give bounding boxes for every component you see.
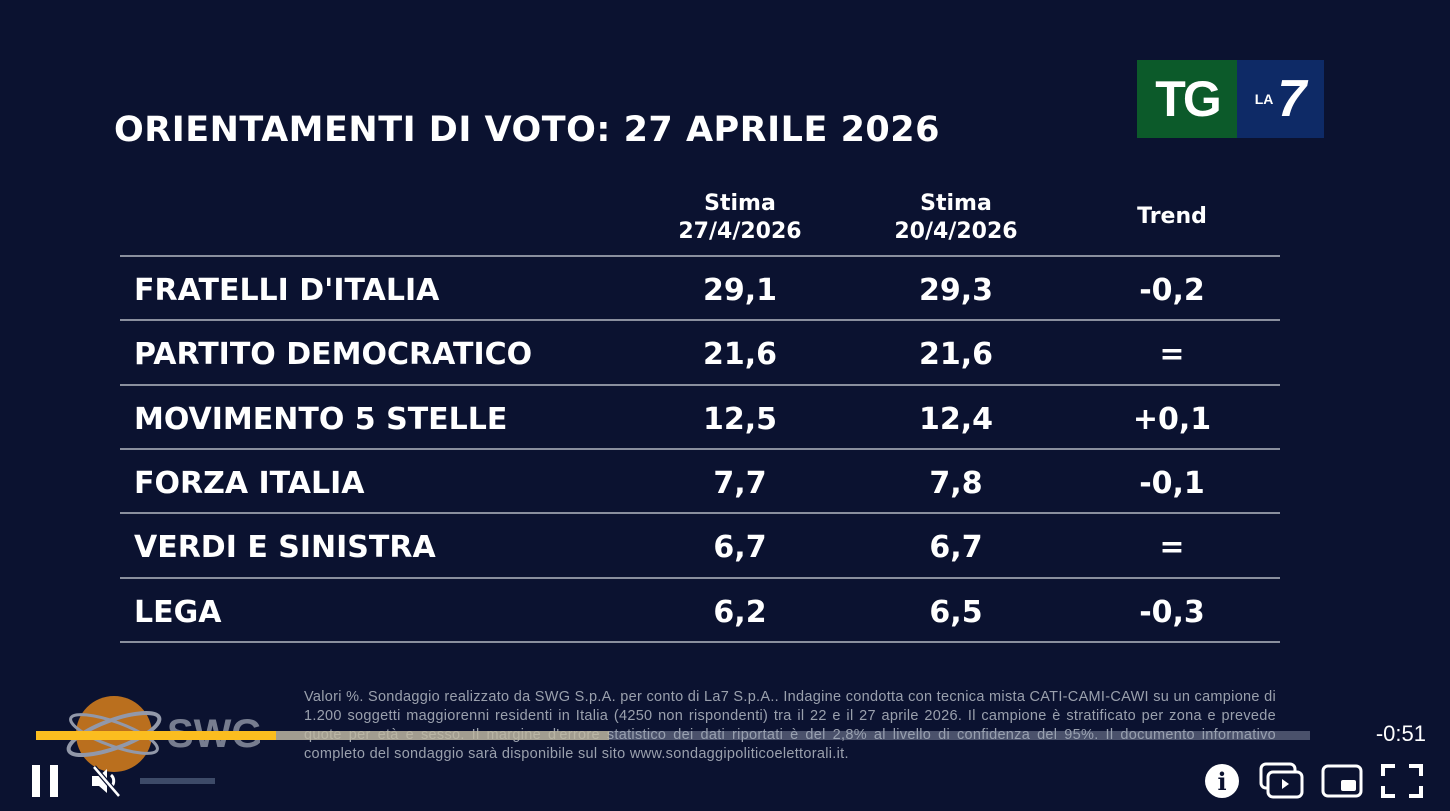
- estimate-previous: 12,4: [918, 401, 994, 437]
- estimate-previous: 6,7: [929, 530, 983, 566]
- trend-value: -0,2: [1139, 273, 1205, 308]
- party-name: FORZA ITALIA: [134, 465, 365, 501]
- progress-fill: [36, 731, 276, 740]
- table-bottom-divider: [120, 641, 1280, 643]
- page-title: ORIENTAMENTI DI VOTO: 27 APRILE 2026: [114, 110, 940, 150]
- party-name: FRATELLI D'ITALIA: [134, 273, 440, 308]
- table-row: VERDI E SINISTRA 6,7 6,7 =: [120, 512, 1280, 576]
- estimate-current: 6,2: [713, 594, 767, 630]
- logo-7: 7: [1277, 70, 1307, 128]
- pip-icon: [1321, 764, 1363, 798]
- party-name: PARTITO DEMOCRATICO: [134, 337, 533, 373]
- party-name: VERDI E SINISTRA: [134, 530, 436, 566]
- table-row: FRATELLI D'ITALIA 29,1 29,3 -0,2: [120, 255, 1280, 319]
- estimate-current: 6,7: [713, 530, 767, 566]
- table-row: FORZA ITALIA 7,7 7,8 -0,1: [120, 447, 1280, 512]
- party-name: LEGA: [134, 594, 222, 630]
- fullscreen-button[interactable]: [1380, 762, 1424, 800]
- trend-value: -0,1: [1139, 465, 1205, 501]
- estimate-current: 7,7: [713, 465, 767, 501]
- estimate-current: 21,6: [702, 337, 778, 373]
- estimate-current: 29,1: [702, 273, 778, 308]
- column-header-current: Stima 27/4/2026: [678, 191, 802, 244]
- logo-la: LA: [1254, 91, 1274, 107]
- estimate-previous: 6,5: [929, 594, 983, 630]
- muted-speaker-icon: [92, 765, 121, 798]
- trend-value: +0,1: [1132, 401, 1212, 437]
- buffered-bar: [36, 731, 610, 740]
- fullscreen-icon: [1381, 764, 1423, 798]
- logo-tg: TG: [1137, 60, 1237, 138]
- table-row: LEGA 6,2 6,5 -0,3: [120, 576, 1280, 641]
- table-row: PARTITO DEMOCRATICO 21,6 21,6 =: [120, 319, 1280, 383]
- time-remaining: -0:51: [1375, 721, 1426, 746]
- tg-la7-logo: TG LA 7: [1137, 60, 1324, 138]
- column-header-trend: Trend: [1137, 204, 1207, 229]
- estimate-previous: 21,6: [918, 337, 994, 373]
- svg-text:i: i: [1217, 767, 1226, 796]
- info-icon: i: [1205, 764, 1239, 798]
- volume-slider[interactable]: [140, 778, 215, 784]
- trend-value: =: [1159, 337, 1185, 373]
- trend-value: =: [1159, 530, 1185, 566]
- estimate-current: 12,5: [702, 401, 778, 437]
- progress-bar[interactable]: [36, 731, 1310, 740]
- footnote: Valori %. Sondaggio realizzato da SWG S.…: [304, 689, 1277, 762]
- more-videos-button[interactable]: [1258, 762, 1306, 800]
- column-header-previous: Stima 20/4/2026: [894, 191, 1018, 244]
- estimate-previous: 7,8: [929, 465, 983, 501]
- mute-button[interactable]: [86, 762, 126, 800]
- picture-in-picture-button[interactable]: [1320, 762, 1364, 800]
- estimate-previous: 29,3: [918, 273, 994, 308]
- pause-button[interactable]: [28, 762, 62, 800]
- info-button[interactable]: i: [1203, 762, 1241, 800]
- table-row: MOVIMENTO 5 STELLE 12,5 12,4 +0,1: [120, 383, 1280, 448]
- party-name: MOVIMENTO 5 STELLE: [134, 401, 508, 437]
- playlist-icon: [1259, 762, 1304, 799]
- trend-value: -0,3: [1139, 594, 1205, 630]
- pause-icon: [32, 765, 58, 797]
